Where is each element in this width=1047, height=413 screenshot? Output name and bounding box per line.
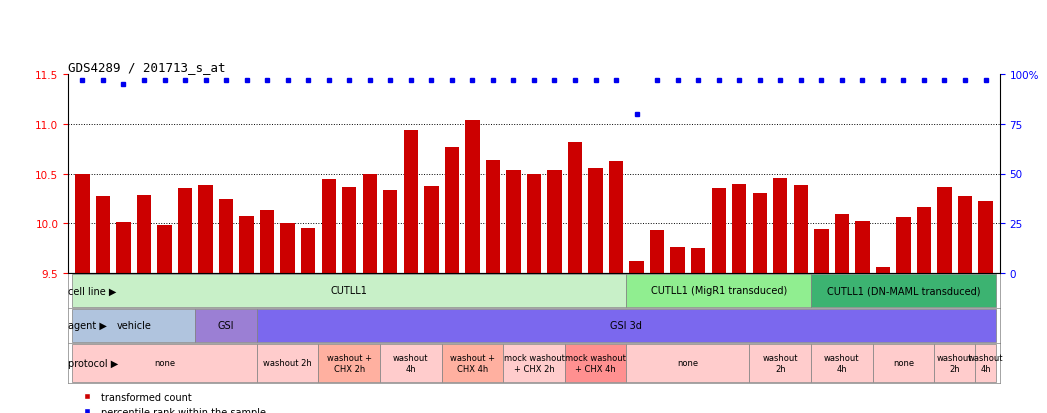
Text: washout
2h: washout 2h [937,354,973,373]
Text: vehicle: vehicle [116,321,151,331]
Bar [934,344,975,382]
Bar [302,229,315,413]
Bar [691,249,706,413]
Bar [75,175,90,413]
Bar [794,186,808,413]
Bar [875,267,890,413]
Text: washout +
CHX 4h: washout + CHX 4h [450,354,495,373]
Text: none: none [893,358,914,368]
Bar [72,274,626,308]
Text: washout 2h: washout 2h [263,358,312,368]
Text: GDS4289 / 201713_s_at: GDS4289 / 201713_s_at [68,61,225,74]
Bar [198,186,213,413]
Bar [567,142,582,413]
Bar [937,188,952,413]
Bar [626,344,750,382]
Bar [257,344,318,382]
Bar [978,202,993,413]
Bar [917,208,931,413]
Bar [157,225,172,413]
Bar [72,309,196,342]
Text: agent ▶: agent ▶ [68,321,108,331]
Bar [626,274,811,308]
Text: protocol ▶: protocol ▶ [68,358,118,368]
Text: GSI 3d: GSI 3d [610,321,642,331]
Text: mock washout
+ CHX 2h: mock washout + CHX 2h [504,354,564,373]
Bar [424,187,439,413]
Bar [609,161,623,413]
Text: washout
2h: washout 2h [762,354,798,373]
Text: CUTLL1: CUTLL1 [331,286,367,296]
Bar [342,188,356,413]
Bar [240,217,253,413]
Bar [318,344,380,382]
Bar [834,215,849,413]
Bar [855,222,870,413]
Bar [260,211,274,413]
Bar [445,147,459,413]
Bar [896,218,911,413]
Bar [527,175,541,413]
Bar [564,344,626,382]
Bar [750,344,811,382]
Bar [958,197,973,413]
Bar [137,196,151,413]
Text: washout +
CHX 2h: washout + CHX 2h [327,354,372,373]
Text: cell line ▶: cell line ▶ [68,286,117,296]
Bar [281,224,295,413]
Bar [383,191,398,413]
Bar [507,170,520,413]
Bar [72,344,257,382]
Bar [712,189,726,413]
Text: washout
4h: washout 4h [393,354,428,373]
Bar [773,179,787,413]
Text: mock washout
+ CHX 4h: mock washout + CHX 4h [565,354,626,373]
Bar [95,197,110,413]
Text: CUTLL1 (MigR1 transduced): CUTLL1 (MigR1 transduced) [650,286,786,296]
Bar [588,168,603,413]
Bar [219,200,233,413]
Bar [116,223,131,413]
Bar [486,160,500,413]
Bar [196,309,257,342]
Bar [362,175,377,413]
Bar [442,344,504,382]
Bar [178,189,193,413]
Bar [815,230,828,413]
Bar [753,194,766,413]
Text: CUTLL1 (DN-MAML transduced): CUTLL1 (DN-MAML transduced) [827,286,980,296]
Bar [504,344,564,382]
Bar [629,261,644,413]
Legend: transformed count, percentile rank within the sample: transformed count, percentile rank withi… [73,388,270,413]
Bar [975,344,996,382]
Text: washout
4h: washout 4h [824,354,860,373]
Bar [465,121,480,413]
Bar [872,344,934,382]
Bar [380,344,442,382]
Bar [321,180,336,413]
Text: none: none [677,358,698,368]
Text: washout
4h: washout 4h [967,354,1003,373]
Text: GSI: GSI [218,321,235,331]
Bar [811,274,996,308]
Text: none: none [154,358,175,368]
Bar [811,344,872,382]
Bar [257,309,996,342]
Bar [548,170,561,413]
Bar [650,230,664,413]
Bar [404,131,418,413]
Bar [732,185,747,413]
Bar [670,247,685,413]
